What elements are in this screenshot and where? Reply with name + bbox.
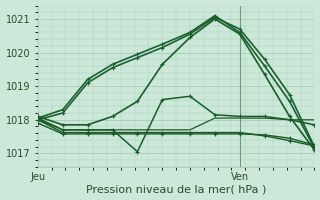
X-axis label: Pression niveau de la mer( hPa ): Pression niveau de la mer( hPa ) (86, 184, 266, 194)
